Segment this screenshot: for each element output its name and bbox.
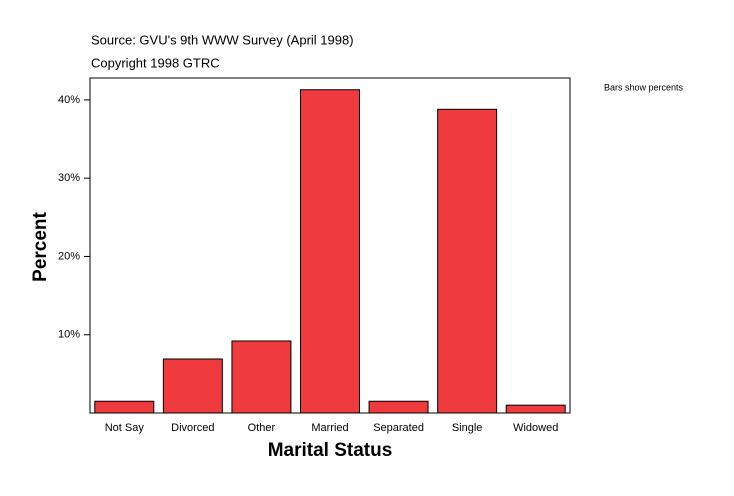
y-tick-label: 10% bbox=[58, 329, 80, 341]
y-tick-label: 20% bbox=[58, 250, 80, 262]
y-tick-label: 30% bbox=[58, 172, 80, 184]
y-tick-label: 40% bbox=[58, 94, 80, 106]
note: Bars show percents bbox=[604, 82, 684, 92]
x-tick-label: Separated bbox=[373, 422, 424, 434]
bar bbox=[94, 400, 155, 414]
bar bbox=[437, 108, 498, 414]
bar bbox=[162, 358, 223, 414]
bar bbox=[368, 400, 429, 414]
bar bbox=[300, 89, 360, 414]
x-tick-label: Not Say bbox=[105, 422, 145, 434]
x-tick-label: Divorced bbox=[171, 422, 214, 434]
bar bbox=[231, 340, 292, 414]
copyright: Copyright 1998 GTRC bbox=[91, 55, 220, 70]
x-tick-label: Other bbox=[248, 422, 276, 434]
x-axis-label: Marital Status bbox=[268, 440, 393, 461]
x-tick-label: Single bbox=[452, 422, 483, 434]
x-tick-label: Widowed bbox=[513, 422, 558, 434]
x-tick-label: Married bbox=[311, 422, 348, 434]
bar bbox=[505, 404, 566, 414]
y-axis-label: Percent bbox=[30, 211, 51, 281]
source: Source: GVU's 9th WWW Survey (April 1998… bbox=[91, 32, 354, 47]
